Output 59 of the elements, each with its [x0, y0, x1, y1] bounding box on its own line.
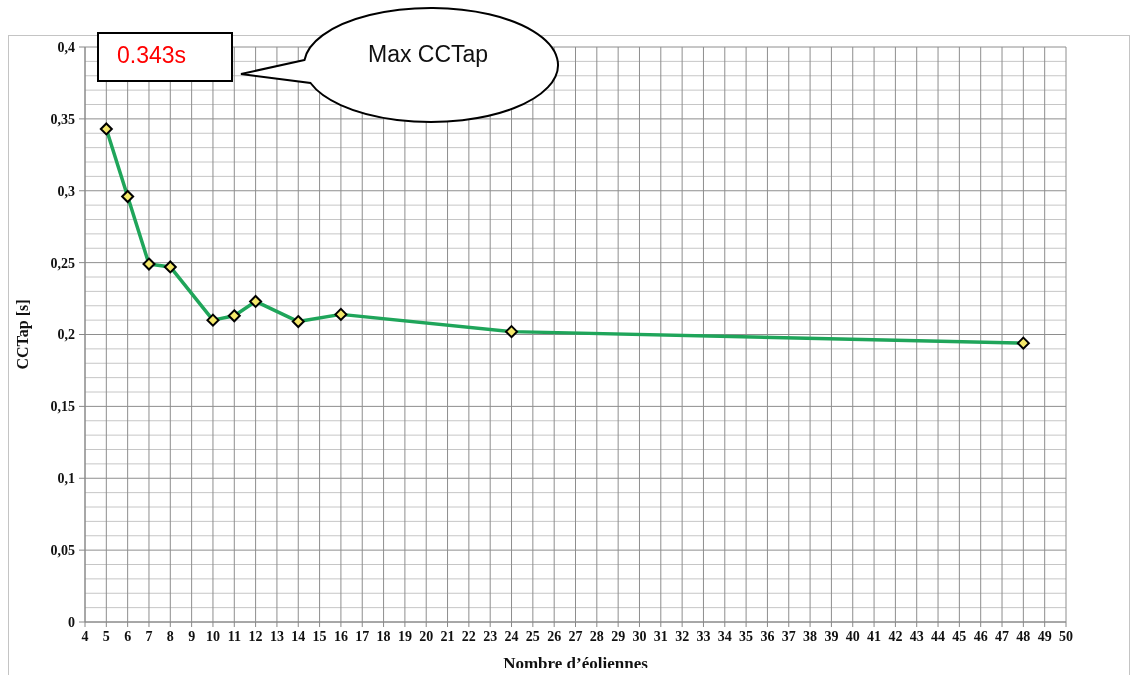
x-tick-label: 40 — [845, 629, 860, 644]
x-tick-label: 41 — [867, 629, 882, 644]
y-axis-title: CCTap [s] — [13, 299, 32, 370]
x-tick-label: 11 — [227, 629, 241, 644]
x-tick-label: 10 — [205, 629, 220, 644]
x-tick-label: 46 — [973, 629, 988, 644]
y-tick-label: 0,25 — [50, 255, 75, 271]
x-tick-label: 28 — [589, 629, 604, 644]
x-tick-label: 6 — [124, 629, 132, 644]
x-tick-label: 22 — [461, 629, 476, 644]
x-tick-label: 17 — [355, 629, 370, 644]
x-tick-label: 12 — [248, 629, 263, 644]
y-tick-label: 0 — [68, 614, 75, 630]
x-tick-label: 5 — [102, 629, 110, 644]
annotation: Max CCTap — [368, 41, 489, 67]
x-tick-label: 25 — [525, 629, 540, 644]
y-tick-label: 0,15 — [50, 399, 75, 415]
x-tick-label: 16 — [333, 629, 348, 644]
x-tick-label: 42 — [888, 629, 903, 644]
x-tick-label: 34 — [717, 629, 732, 644]
x-tick-label: 26 — [547, 629, 562, 644]
x-tick-label: 23 — [483, 629, 498, 644]
x-tick-label: 36 — [760, 629, 775, 644]
x-tick-label: 32 — [675, 629, 690, 644]
x-tick-label: 45 — [952, 629, 967, 644]
x-tick-label: 15 — [312, 629, 327, 644]
x-tick-label: 30 — [632, 629, 647, 644]
x-tick-label: 48 — [1016, 629, 1031, 644]
x-tick-label: 24 — [504, 629, 519, 644]
y-tick-label: 0,3 — [57, 183, 75, 199]
x-tick-label: 33 — [696, 629, 711, 644]
x-tick-label: 9 — [188, 629, 196, 644]
x-tick-label: 31 — [653, 629, 668, 644]
x-tick-label: 47 — [995, 629, 1010, 644]
x-tick-label: 39 — [824, 629, 839, 644]
y-tick-label: 0,4 — [57, 39, 75, 55]
x-tick-label: 44 — [931, 629, 946, 644]
x-tick-label: 21 — [440, 629, 455, 644]
y-tick-label: 0,2 — [57, 327, 75, 343]
x-tick-label: 50 — [1059, 629, 1073, 644]
x-tick-label: 27 — [568, 629, 583, 644]
x-tick-label: 8 — [166, 629, 174, 644]
x-tick-label: 37 — [781, 629, 796, 644]
x-tick-label: 13 — [269, 629, 284, 644]
annotation: 0.343s — [117, 42, 187, 68]
x-tick-label: 19 — [397, 629, 412, 644]
y-tick-label: 0,05 — [50, 543, 75, 559]
x-tick-label: 35 — [739, 629, 754, 644]
x-tick-label: 49 — [1037, 629, 1052, 644]
x-tick-label: 20 — [419, 629, 434, 644]
x-tick-label: 38 — [803, 629, 818, 644]
y-tick-label: 0,1 — [57, 471, 75, 487]
x-tick-label: 43 — [909, 629, 924, 644]
x-tick-label: 14 — [291, 629, 306, 644]
x-tick-label: 29 — [611, 629, 626, 644]
x-tick-label: 4 — [81, 629, 89, 644]
x-tick-label: 7 — [145, 629, 153, 644]
y-tick-label: 0,35 — [50, 111, 75, 127]
x-tick-label: 18 — [376, 629, 391, 644]
